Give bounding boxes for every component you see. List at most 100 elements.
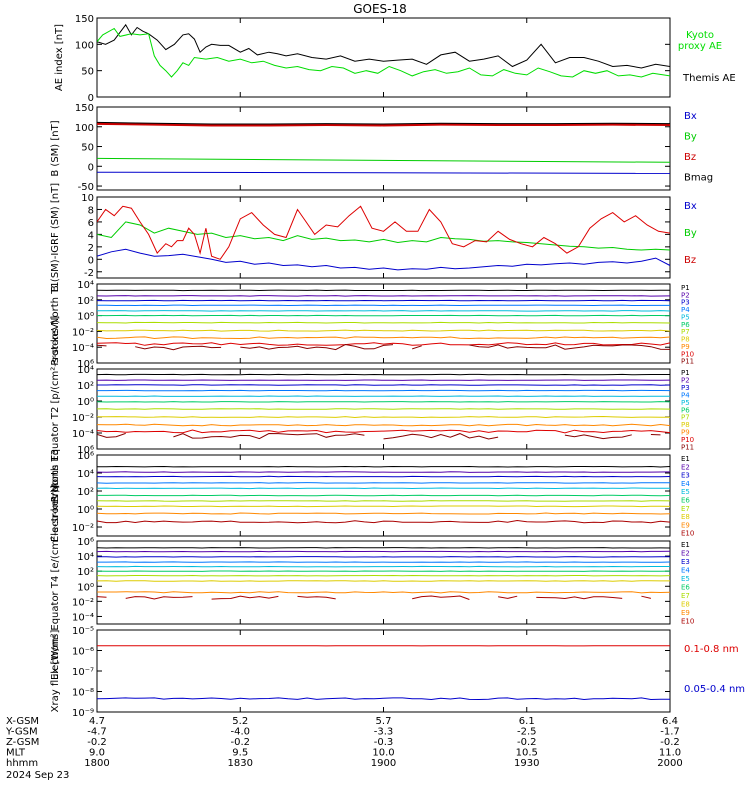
series-line-bx [97, 248, 670, 271]
y-axis-label: Protons North T1 [50, 281, 61, 365]
legend-entry: By [684, 228, 697, 239]
legend-entry: Bmag [684, 173, 713, 184]
y-tick-label: 6 [88, 218, 94, 229]
panel-p_t1: 10⁶ 10⁻⁴ 10⁻² 10⁰ 10² 10⁴ Protons North T1 P1P2… [50, 280, 694, 370]
legend-entry: P9 [681, 429, 690, 437]
y-axis-label: Electrons Equator T4 [e/(cm²-s-sr-keV)] [50, 485, 61, 680]
series-line-p11 [97, 343, 670, 351]
legend-entry: P11 [681, 358, 694, 366]
legend-entry: P8 [681, 336, 690, 344]
legend-entry: Bx [684, 111, 697, 122]
series-line-p9 [97, 336, 670, 340]
x-axis-row-value: 5.2 [232, 716, 248, 727]
panel-bdiff: -2 02 46 810 B (SM)-IGRF (SM) [nT] Bx By Bz [50, 183, 697, 292]
series-line-e9 [97, 591, 670, 594]
legend-entry: E1 [681, 541, 690, 549]
legend: Bx By Bz [684, 201, 697, 266]
y-tick-label: 10⁰ [77, 312, 94, 323]
legend-entry: P1 [681, 284, 690, 292]
legend-entry: P4 [681, 391, 690, 399]
series-line-e6 [97, 494, 670, 497]
y-tick-label: -50 [78, 182, 94, 193]
legend-entry: E1 [681, 455, 690, 463]
legend-entry: P7 [681, 414, 690, 422]
y-tick-label: 10⁻⁵ [72, 626, 94, 637]
legend-entry: P10 [681, 436, 694, 444]
series-line-p10 [97, 342, 670, 346]
series-line-p8 [97, 415, 670, 419]
series-line-bz [97, 122, 670, 127]
legend: Bx By Bz Bmag [684, 111, 713, 184]
series-line-kyoto-proxy-ae [97, 27, 670, 78]
y-tick-label: 10⁻² [72, 413, 94, 424]
y-axis-label: Electrons North T3 [50, 449, 61, 542]
legend-entry: P10 [681, 350, 694, 358]
series-line-p10 [97, 429, 670, 434]
series-line-p11 [97, 432, 661, 440]
legend-entry: P6 [681, 321, 690, 329]
series-line-p7 [97, 408, 670, 410]
y-tick-label: 10² [77, 381, 94, 392]
series-line-e10 [97, 519, 670, 524]
y-tick-label: 10⁻⁴ [72, 429, 94, 440]
x-axis-row-value: 9.0 [89, 748, 105, 759]
series-line-e1 [97, 465, 670, 468]
panel-e_t4: 10⁻⁴ 10⁻² 10⁰ 10² 10⁴ 10⁶ Electrons Equator T4… [50, 485, 694, 680]
y-tick-label: 10⁶ [77, 537, 94, 548]
legend-entry: P11 [681, 444, 694, 452]
series-line-e8 [97, 580, 670, 582]
y-tick-label: 10⁶ [77, 451, 94, 462]
series-line-p5 [97, 310, 670, 312]
series-line-p9 [97, 423, 670, 427]
y-tick-label: 10⁰ [77, 397, 94, 408]
y-tick-label: 50 [81, 143, 94, 154]
panel-frame [96, 540, 671, 625]
legend-entry: E4 [681, 567, 690, 575]
y-tick-label: 0 [88, 162, 94, 173]
legend: 0.1-0.8 nm 0.05-0.4 nm [684, 644, 745, 695]
legend-entry: E2 [681, 550, 690, 558]
series-line-p8 [97, 329, 670, 332]
y-tick-label: 10⁶ [77, 359, 94, 370]
x-axis-row-value: -0.2 [230, 737, 250, 748]
x-axis-row-label: Z-GSM [6, 737, 39, 748]
x-axis-row-value: 1900 [371, 758, 396, 769]
date-label: 2024 Sep 23 [6, 770, 69, 781]
plot-title: GOES-18 [353, 2, 407, 16]
series-line-bz [97, 205, 670, 260]
legend-entry: Themis AE [682, 73, 736, 84]
x-axis-row-value: -0.2 [517, 737, 537, 748]
legend-entry: P1 [681, 369, 690, 377]
legend-entry: P9 [681, 343, 690, 351]
y-axis-label: Xray flux [W/m²] [50, 630, 61, 713]
x-axis-row-value: -0.2 [660, 737, 680, 748]
y-tick-label: 10² [77, 487, 94, 498]
series-line-e5 [97, 487, 670, 490]
y-tick-label: 10⁻⁷ [72, 667, 94, 678]
legend-entry: E8 [681, 601, 690, 609]
panel-frame [96, 106, 671, 191]
legend-entry: Bz [684, 255, 696, 266]
legend-entry: Bx [684, 201, 697, 212]
legend-entry: E4 [681, 480, 690, 488]
y-tick-label: 10⁰ [77, 582, 94, 593]
legend-entry: P4 [681, 306, 690, 314]
x-axis-row-value: -2.5 [517, 727, 537, 738]
x-axis-row-value: 1930 [514, 758, 539, 769]
series-line-e7 [97, 500, 670, 502]
x-axis-row-value: 1830 [228, 758, 253, 769]
x-axis-row-value: 6.1 [519, 716, 535, 727]
x-axis-row-value: 6.4 [662, 716, 678, 727]
y-axis-label: B (SM) [nT] [50, 120, 61, 176]
x-axis-row-value: 5.7 [376, 716, 392, 727]
series-line-by [97, 221, 670, 251]
legend-entry: 0.05-0.4 nm [684, 684, 745, 695]
x-axis-row-value: -0.2 [87, 737, 107, 748]
series-line-p2 [97, 295, 670, 297]
series-line-e8 [97, 505, 670, 508]
y-tick-label: 10 [81, 193, 94, 204]
x-axis-row-value: -1.7 [660, 727, 680, 738]
